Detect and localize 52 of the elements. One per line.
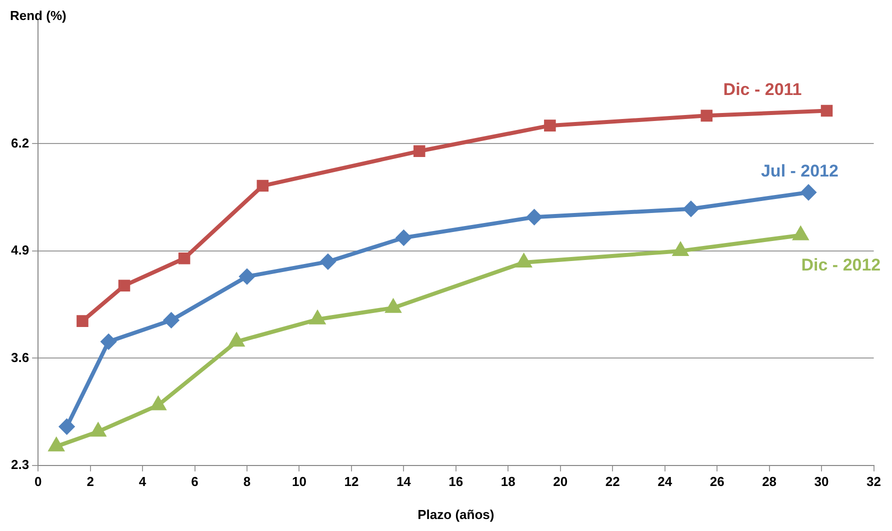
point <box>101 334 116 350</box>
point <box>820 104 833 117</box>
point <box>90 424 106 437</box>
x-tick-label: 10 <box>292 474 306 489</box>
point <box>320 254 336 270</box>
x-tick-label: 12 <box>344 474 359 489</box>
point <box>544 120 556 132</box>
y-tick-label: 6.2 <box>10 135 30 150</box>
x-axis-title: Plazo (años) <box>418 507 494 522</box>
point <box>800 184 816 200</box>
point <box>49 438 64 452</box>
point <box>59 419 74 434</box>
x-tick-label: 6 <box>191 474 198 489</box>
x-tick-label: 8 <box>243 474 251 489</box>
x-tick-label: 14 <box>396 474 412 489</box>
point <box>118 280 130 292</box>
point <box>151 397 166 410</box>
x-tick-label: 28 <box>762 474 777 489</box>
point <box>256 180 269 192</box>
x-tick-label: 22 <box>605 474 620 489</box>
point <box>683 201 698 216</box>
point <box>413 145 426 158</box>
y-tick-label: 3.6 <box>10 350 30 365</box>
x-tick-label: 24 <box>658 474 673 489</box>
point <box>793 227 808 240</box>
point <box>700 110 713 122</box>
x-tick-label: 20 <box>553 474 568 489</box>
y-tick-label: 2.3 <box>10 456 30 472</box>
x-tick-label: 26 <box>710 474 724 489</box>
point <box>76 315 88 327</box>
x-tick-label: 2 <box>86 474 94 489</box>
x-tick-label: 32 <box>866 474 882 489</box>
point <box>178 252 190 264</box>
point <box>164 312 179 328</box>
x-tick-label: 4 <box>138 474 147 489</box>
series-label: Dic - 2011 <box>723 80 802 99</box>
series-label: Dic - 2012 <box>801 255 881 274</box>
point <box>516 254 532 268</box>
y-axis-title: Rend (%) <box>10 8 66 24</box>
x-tick-label: 16 <box>448 474 464 489</box>
point <box>526 210 542 225</box>
y-tick-label: 4.9 <box>10 242 30 258</box>
series-label: Jul - 2012 <box>760 162 838 181</box>
point <box>386 300 400 313</box>
x-tick-label: 30 <box>814 474 829 489</box>
point <box>310 311 325 324</box>
x-tick-label: 0 <box>34 474 42 489</box>
point <box>229 334 244 347</box>
point <box>673 242 688 256</box>
point <box>239 269 254 284</box>
x-tick-label: 18 <box>500 474 516 489</box>
point <box>396 230 412 246</box>
